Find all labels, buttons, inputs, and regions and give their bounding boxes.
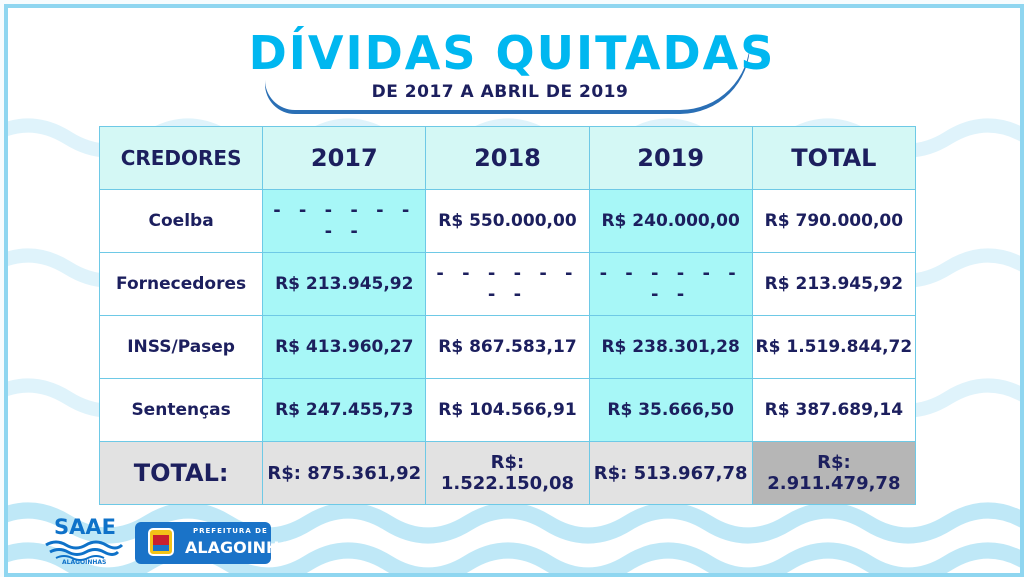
cell-2018: - - - - - - - - [425,252,590,316]
prefeitura-logo: PREFEITURA DE ALAGOINHAS [135,522,303,564]
cell-total: R$ 213.945,92 [751,252,917,316]
cell-total: R$ 387.689,14 [751,378,917,442]
totals-row: TOTAL: R$: 875.361,92 R$: 1.522.150,08 R… [98,441,917,505]
table-row: Coelba - - - - - - - - R$ 550.000,00 R$ … [98,189,917,253]
cell-2018: R$ 550.000,00 [425,189,590,253]
saae-wave-icon [45,540,124,561]
prefeitura-big-text: ALAGOINHAS [185,538,304,557]
cell-total: R$ 1.519.844,72 [751,315,917,379]
header-2019: 2019 [588,126,753,190]
creditor-name: Fornecedores [98,252,264,316]
creditor-name: Coelba [98,189,264,253]
cell-2018: R$ 867.583,17 [425,315,590,379]
header-total: TOTAL [751,126,917,190]
table-header-row: CREDORES 2017 2018 2019 TOTAL [98,126,917,190]
cell-2019: R$ 35.666,50 [588,378,753,442]
prefeitura-small-text: PREFEITURA DE [193,527,268,535]
page-title: DÍVIDAS QUITADAS [248,26,776,80]
table-row: INSS/Pasep R$ 413.960,27 R$ 867.583,17 R… [98,315,917,379]
header-2018: 2018 [425,126,590,190]
cell-2019: - - - - - - - - [588,252,753,316]
creditor-name: Sentenças [98,378,264,442]
cell-2017: - - - - - - - - [262,189,427,253]
cell-2019: R$ 240.000,00 [588,189,753,253]
saae-logo-text: SAAE [54,515,116,539]
header-credores: CREDORES [98,126,264,190]
total-2017: R$: 875.361,92 [262,441,427,505]
header-2017: 2017 [262,126,427,190]
total-2019: R$: 513.967,78 [588,441,753,505]
cell-2017: R$ 247.455,73 [262,378,427,442]
grand-total: R$: 2.911.479,78 [751,441,917,505]
total-2018: R$: 1.522.150,08 [425,441,590,505]
totals-label: TOTAL: [98,441,264,505]
page-subtitle: DE 2017 A ABRIL DE 2019 [371,82,629,102]
cell-2018: R$ 104.566,91 [425,378,590,442]
table-row: Sentenças R$ 247.455,73 R$ 104.566,91 R$… [98,378,917,442]
saae-logo-subtext: ALAGOINHAS [62,559,107,566]
table-row: Fornecedores R$ 213.945,92 - - - - - - -… [98,252,917,316]
cell-2017: R$ 413.960,27 [262,315,427,379]
cell-total: R$ 790.000,00 [751,189,917,253]
city-crest-icon [148,528,174,556]
cell-2017: R$ 213.945,92 [262,252,427,316]
title-banner [265,16,750,110]
debts-table: CREDORES 2017 2018 2019 TOTAL Coelba - -… [98,126,917,505]
cell-2019: R$ 238.301,28 [588,315,753,379]
saae-logo: SAAE ALAGOINHAS [44,515,124,567]
creditor-name: INSS/Pasep [98,315,264,379]
